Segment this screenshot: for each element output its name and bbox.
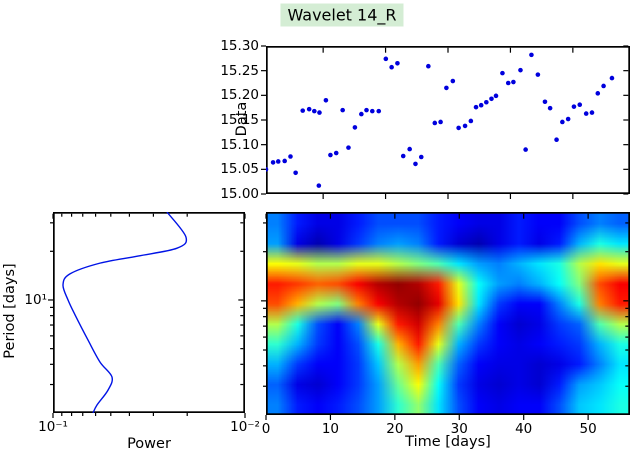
scatter-ytick-label: 15.25 bbox=[220, 62, 259, 79]
heatmap-xtick-label: 10 bbox=[321, 421, 340, 437]
scatter-ytick-label: 15.10 bbox=[220, 136, 259, 153]
power-xlabel: Power bbox=[127, 436, 171, 452]
scatter-ytick-label: 15.20 bbox=[220, 87, 259, 104]
scatter-ytick-label: 15.05 bbox=[220, 161, 259, 178]
power-axis-tick-label-right: 10⁻² bbox=[230, 419, 260, 435]
heatmap-xtick-label: 30 bbox=[450, 421, 468, 437]
heatmap-xtick-label: 0 bbox=[261, 421, 271, 437]
heatmap-xtick-label: 40 bbox=[515, 421, 533, 437]
scatter-ytick-label: 15.00 bbox=[220, 186, 259, 202]
scatter-ytick-label: 15.30 bbox=[220, 38, 259, 54]
power-spectrum-plot bbox=[43, 202, 255, 423]
scatter-ytick-label: 15.15 bbox=[220, 112, 259, 128]
heatmap-axes-frame bbox=[256, 202, 633, 425]
heatmap-xlabel: Time [days] bbox=[405, 434, 491, 450]
heatmap-xtick-label: 20 bbox=[386, 421, 404, 437]
figure-title: Wavelet 14_R bbox=[280, 3, 404, 27]
period-axis-tick-label: 10¹ bbox=[24, 291, 47, 308]
power-axis-tick-label-left: 10⁻¹ bbox=[38, 419, 68, 435]
power-ylabel: Period [days] bbox=[2, 263, 18, 359]
data-scatter-plot bbox=[256, 36, 633, 204]
heatmap-xtick-label: 50 bbox=[579, 421, 597, 437]
